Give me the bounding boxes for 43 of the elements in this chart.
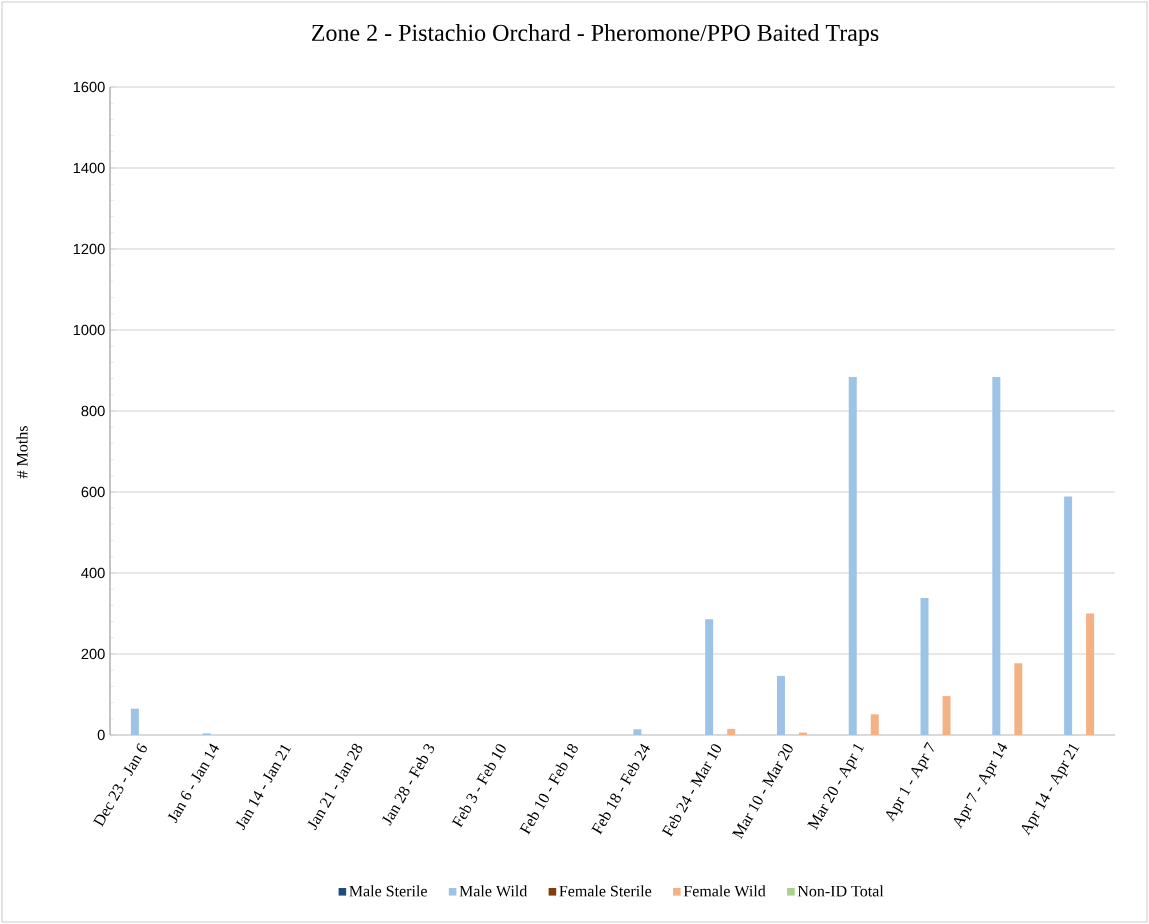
x-tick-label: Jan 6 - Jan 14 (167, 743, 219, 824)
y-tick-label: 200 (81, 648, 105, 660)
x-tick-label: Apr 7 - Apr 14 (953, 742, 1008, 829)
bar (705, 619, 714, 735)
bar (1014, 663, 1023, 735)
x-tick-label: Mar 10 - Mar 20 (731, 744, 793, 840)
x-tick-label: Dec 23 - Jan 6 (93, 743, 147, 827)
bar (870, 714, 879, 735)
chart-title: Zone 2 - Pistachio Orchard - Pheromone/PPO Baited Traps (311, 24, 879, 46)
y-tick-label: 0 (97, 729, 105, 741)
x-tick-label: Feb 10 - Feb 18 (519, 743, 578, 835)
y-tick-label: 1200 (73, 243, 105, 255)
bar (633, 729, 642, 735)
bar (776, 675, 785, 735)
bar (942, 696, 951, 735)
x-tick-label: Apr 1 - Apr 7 (886, 741, 934, 822)
bar (920, 598, 929, 735)
legend-label: Male Wild (459, 885, 528, 897)
bar (848, 376, 857, 735)
y-tick-label: 600 (81, 486, 105, 498)
legend-label: Male Sterile (349, 885, 427, 897)
y-tick-label: 1600 (73, 81, 105, 93)
x-tick-label: Jan 28 - Feb 3 (381, 744, 435, 826)
bar (1086, 613, 1095, 735)
bar (1064, 496, 1073, 735)
legend-label: Female Sterile (559, 885, 652, 897)
y-tick-label: 1400 (73, 162, 105, 174)
bar (992, 376, 1001, 735)
x-tick-label: Feb 3 - Feb 10 (451, 744, 506, 828)
y-tick-label: 1000 (73, 324, 105, 336)
bar (130, 708, 139, 735)
x-tick-label: Feb 18 - Feb 24 (591, 743, 650, 835)
y-axis-title: # Moths (16, 426, 28, 479)
x-tick-label: Jan 21 - Jan 28 (307, 743, 363, 831)
x-tick-label: Jan 14 - Jan 21 (235, 744, 292, 831)
x-tick-label: Feb 24 - Mar 10 (661, 744, 722, 838)
y-tick-label: 400 (81, 567, 105, 579)
legend-label: Non-ID Total (797, 885, 884, 897)
bar (727, 728, 736, 735)
y-tick-label: 800 (81, 405, 105, 417)
x-tick-label: Apr 14 - Apr 21 (1021, 743, 1080, 836)
legend-label: Female Wild (683, 885, 766, 897)
x-tick-label: Mar 20 - Apr 1 (807, 744, 865, 831)
